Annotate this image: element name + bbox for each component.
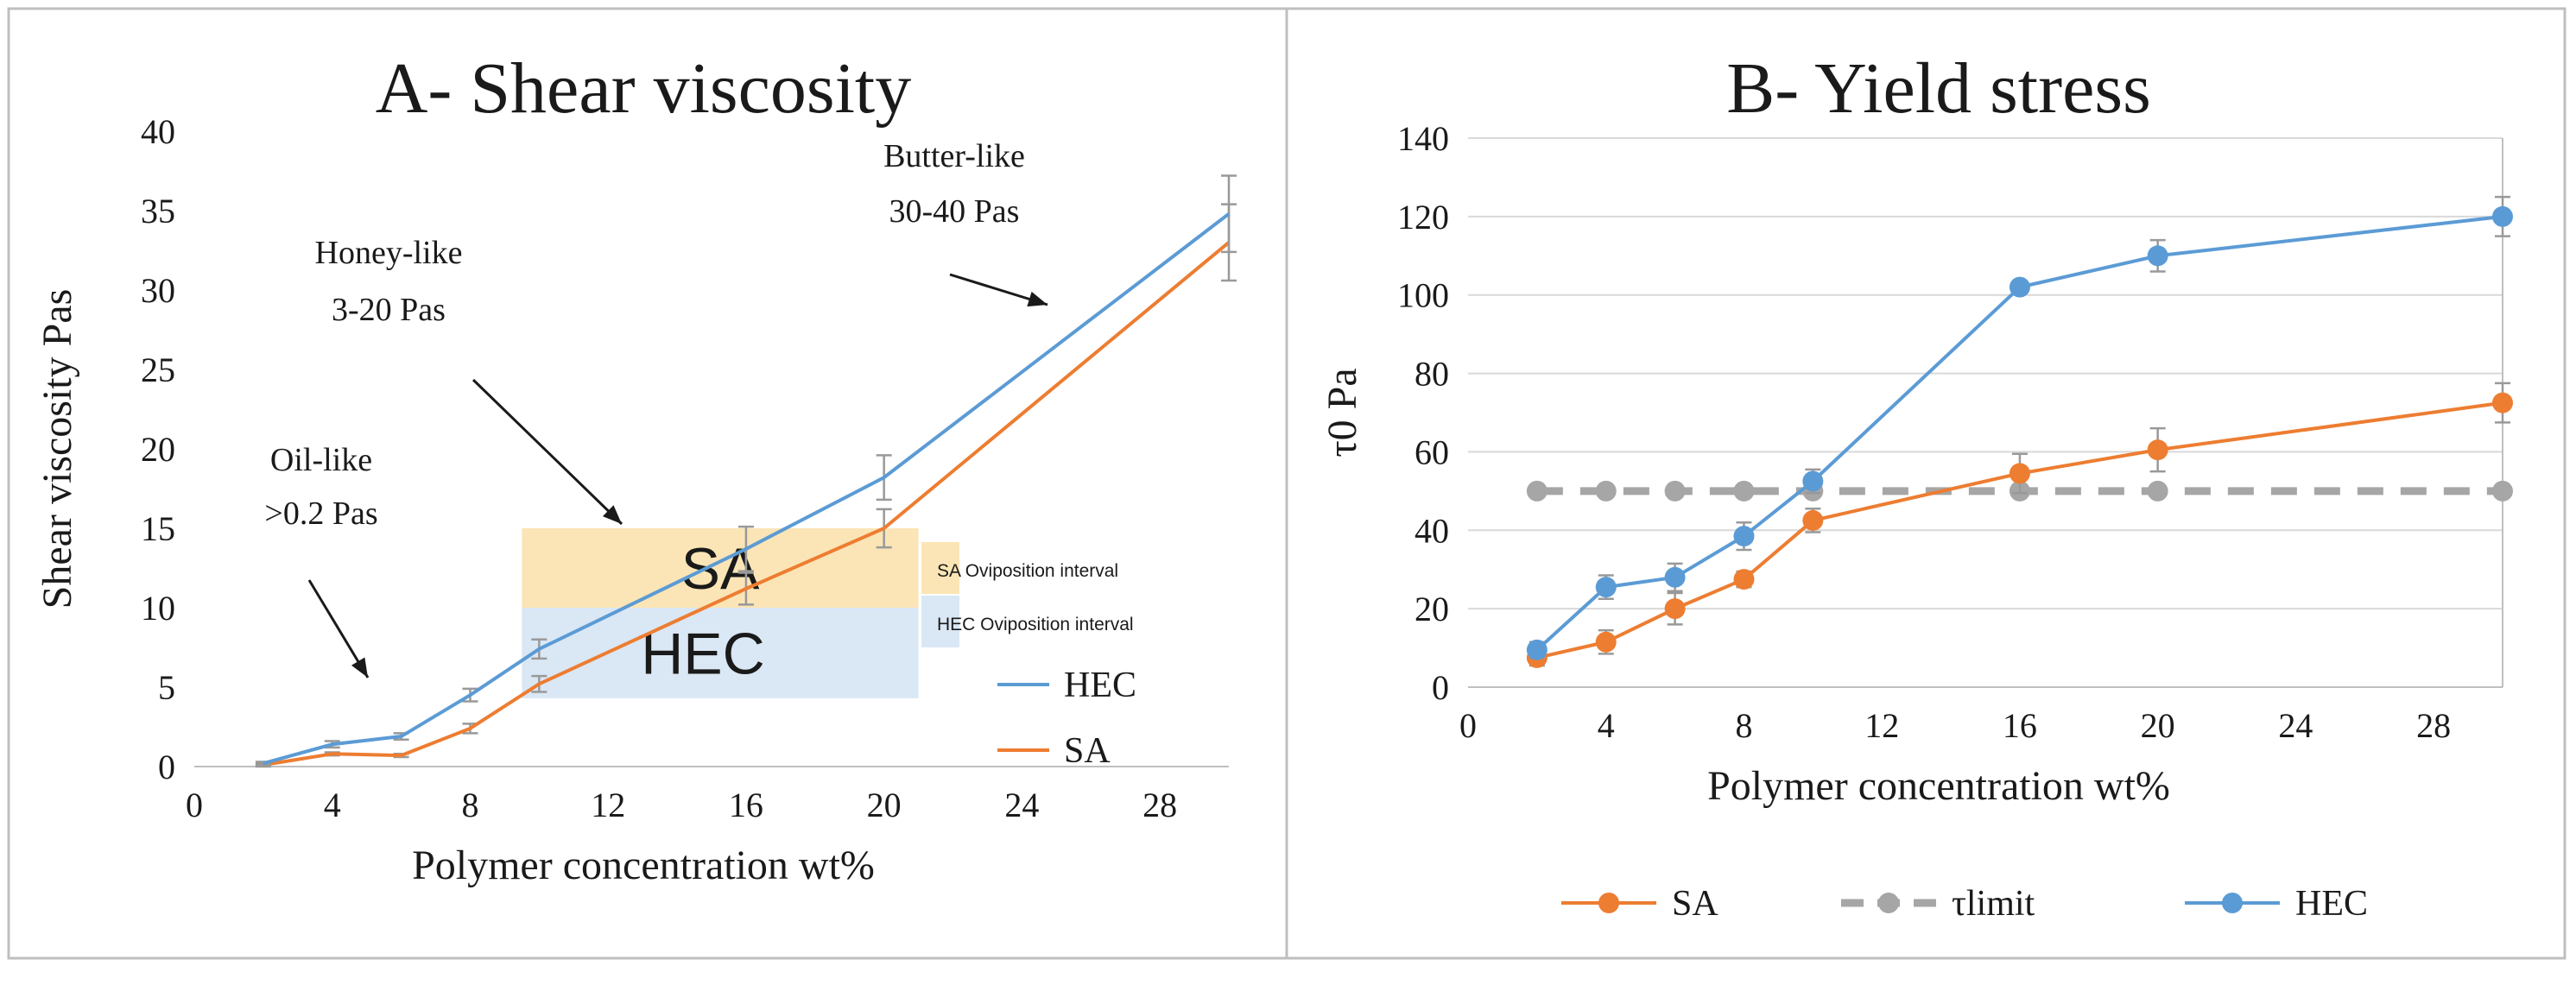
chart-a-y-tick-label: 10 bbox=[141, 589, 175, 628]
chart-a-x-tick-label: 12 bbox=[591, 786, 625, 824]
chart-a-x-tick-label: 28 bbox=[1142, 786, 1177, 824]
chart-b-data-point-SA bbox=[1733, 569, 1755, 590]
chart-a-annotation-1-line1: Honey-like bbox=[315, 235, 463, 271]
chart-a-annotation-2-line2: 30-40 Pas bbox=[889, 193, 1020, 230]
chart-b-x-tick-label: 12 bbox=[1864, 706, 1899, 745]
chart-a-y-tick-label: 35 bbox=[141, 192, 175, 230]
chart-a-y-tick-label: 25 bbox=[141, 350, 175, 389]
chart-a-region-hec bbox=[522, 608, 919, 698]
chart-b-data-point-limit bbox=[2492, 480, 2513, 502]
chart-a-annotation-1-arrow-head bbox=[602, 505, 622, 524]
chart-b-title: B- Yield stress bbox=[1726, 48, 2151, 129]
chart-b-data-point-HEC bbox=[1526, 639, 1547, 660]
chart-b-y-tick-label: 100 bbox=[1397, 276, 1449, 315]
chart-a-x-tick-label: 0 bbox=[186, 786, 203, 824]
chart-b-x-tick-label: 16 bbox=[2003, 706, 2037, 745]
chart-b-y-tick-label: 20 bbox=[1415, 590, 1449, 628]
chart-a-region-legend-label-1: HEC Oviposition interval bbox=[937, 615, 1134, 634]
chart-b-x-tick-label: 24 bbox=[2278, 706, 2313, 745]
chart-a-x-tick-label: 8 bbox=[461, 786, 478, 824]
chart-a-annotation-0-line1: Oil-like bbox=[270, 442, 372, 478]
chart-b-y-tick-label: 60 bbox=[1415, 432, 1449, 471]
chart-b-legend-marker-hec bbox=[2222, 893, 2243, 913]
chart-b-data-point-SA bbox=[2492, 392, 2513, 413]
chart-b-data-point-HEC bbox=[2147, 245, 2168, 267]
chart-a-annotation-2-line1: Butter-like bbox=[883, 138, 1025, 174]
chart-a-shear-viscosity: 0 5 10 15 20 25 30 35 40 0 4 8 12 16 20 24 28 A- Shear vi… bbox=[35, 48, 1237, 888]
chart-a-annotation-2-arrow-head bbox=[1027, 291, 1047, 307]
chart-b-data-point-limit bbox=[1595, 480, 1617, 502]
chart-b-y-tick-label: 80 bbox=[1415, 355, 1449, 394]
chart-b-y-tick-label: 0 bbox=[1432, 668, 1449, 707]
chart-b-y-tick-label: 40 bbox=[1415, 511, 1449, 550]
chart-a-annotation-0-line2: >0.2 Pas bbox=[264, 496, 377, 532]
chart-b-data-point-SA bbox=[1595, 631, 1617, 653]
chart-a-legend-label-sa: SA bbox=[1064, 731, 1111, 771]
chart-a-legend-label-hec: HEC bbox=[1064, 666, 1136, 705]
chart-a-x-tick-label: 24 bbox=[1004, 786, 1039, 824]
chart-b-data-point-HEC bbox=[1595, 577, 1617, 598]
chart-b-data-point-HEC bbox=[1664, 566, 1686, 588]
chart-b-data-point-SA bbox=[2147, 439, 2168, 461]
chart-b-data-point-HEC bbox=[2009, 276, 2030, 298]
chart-b-data-point-limit bbox=[1526, 480, 1547, 502]
chart-b-x-tick-label: 8 bbox=[1735, 706, 1752, 745]
chart-b-data-point-SA bbox=[1664, 598, 1686, 620]
chart-a-x-axis-label: Polymer concentration wt% bbox=[412, 843, 875, 888]
chart-a-annotation-1-arrow-shaft bbox=[472, 378, 623, 526]
chart-b-x-tick-label: 0 bbox=[1459, 706, 1477, 745]
panel-b-frame bbox=[1285, 7, 2567, 960]
chart-a-y-tick-label: 0 bbox=[158, 748, 175, 786]
chart-a-x-tick-label: 16 bbox=[729, 786, 763, 824]
chart-b-legend-label-sa: SA bbox=[1672, 884, 1718, 924]
chart-a-region-label-hec: HEC bbox=[641, 621, 765, 686]
chart-b-x-tick-label: 20 bbox=[2141, 706, 2175, 745]
chart-a-annotation-0-arrow-head bbox=[351, 657, 368, 678]
chart-a-y-tick-label: 30 bbox=[141, 271, 175, 310]
chart-b-x-axis-label: Polymer concentration wt% bbox=[1707, 763, 2170, 809]
chart-a-annotation-1-line2: 3-20 Pas bbox=[332, 292, 446, 328]
chart-a-x-tick-label: 20 bbox=[867, 786, 902, 824]
chart-b-data-point-HEC bbox=[2492, 205, 2513, 227]
chart-b-data-point-SA bbox=[2009, 463, 2030, 484]
chart-a-y-tick-label: 20 bbox=[141, 430, 175, 469]
chart-a-region-label-sa: SA bbox=[681, 536, 760, 602]
chart-a-region-legend-label-0: SA Oviposition interval bbox=[937, 561, 1118, 581]
chart-b-data-point-HEC bbox=[1802, 470, 1824, 492]
chart-b-legend-label-limit: τlimit bbox=[1952, 884, 2035, 924]
chart-a-series-line-HEC bbox=[263, 212, 1231, 766]
chart-b-data-point-limit bbox=[1664, 480, 1686, 502]
chart-a-series-line-SA bbox=[263, 241, 1231, 767]
chart-b-x-tick-label: 28 bbox=[2416, 706, 2451, 745]
chart-b-x-tick-label: 4 bbox=[1598, 706, 1615, 745]
chart-a-x-tick-label: 4 bbox=[324, 786, 341, 824]
chart-a-y-tick-label: 15 bbox=[141, 509, 175, 548]
chart-b-y-tick-label: 120 bbox=[1397, 198, 1449, 237]
chart-a-region-legend-swatch-1 bbox=[921, 596, 959, 647]
chart-b-y-tick-label: 140 bbox=[1397, 119, 1449, 158]
chart-b-legend-marker-limit bbox=[1878, 893, 1899, 913]
chart-b-data-point-limit bbox=[1733, 480, 1755, 502]
chart-b-data-point-HEC bbox=[1733, 526, 1755, 547]
chart-a-y-tick-label: 40 bbox=[141, 112, 175, 151]
chart-b-yield-stress: 0 20 40 60 80 100 120 140 0 4 8 12 16 20 24 28 B- Yield … bbox=[1320, 48, 2513, 924]
chart-a-region-legend-swatch-0 bbox=[921, 542, 959, 594]
chart-b-y-axis-label: τ0 Pa bbox=[1320, 368, 1365, 457]
chart-b-series-line-SA bbox=[1536, 401, 2503, 660]
chart-b-legend-label-hec: HEC bbox=[2295, 884, 2368, 924]
chart-b-series-line-HEC bbox=[1535, 214, 2503, 652]
chart-b-data-point-SA bbox=[1802, 509, 1824, 531]
chart-b-legend-marker-sa bbox=[1598, 893, 1619, 913]
chart-a-y-axis-label: Shear viscosity Pas bbox=[35, 289, 80, 609]
chart-a-y-tick-label: 5 bbox=[158, 668, 175, 707]
chart-b-data-point-limit bbox=[2147, 480, 2168, 502]
chart-a-title: A- Shear viscosity bbox=[376, 48, 912, 129]
